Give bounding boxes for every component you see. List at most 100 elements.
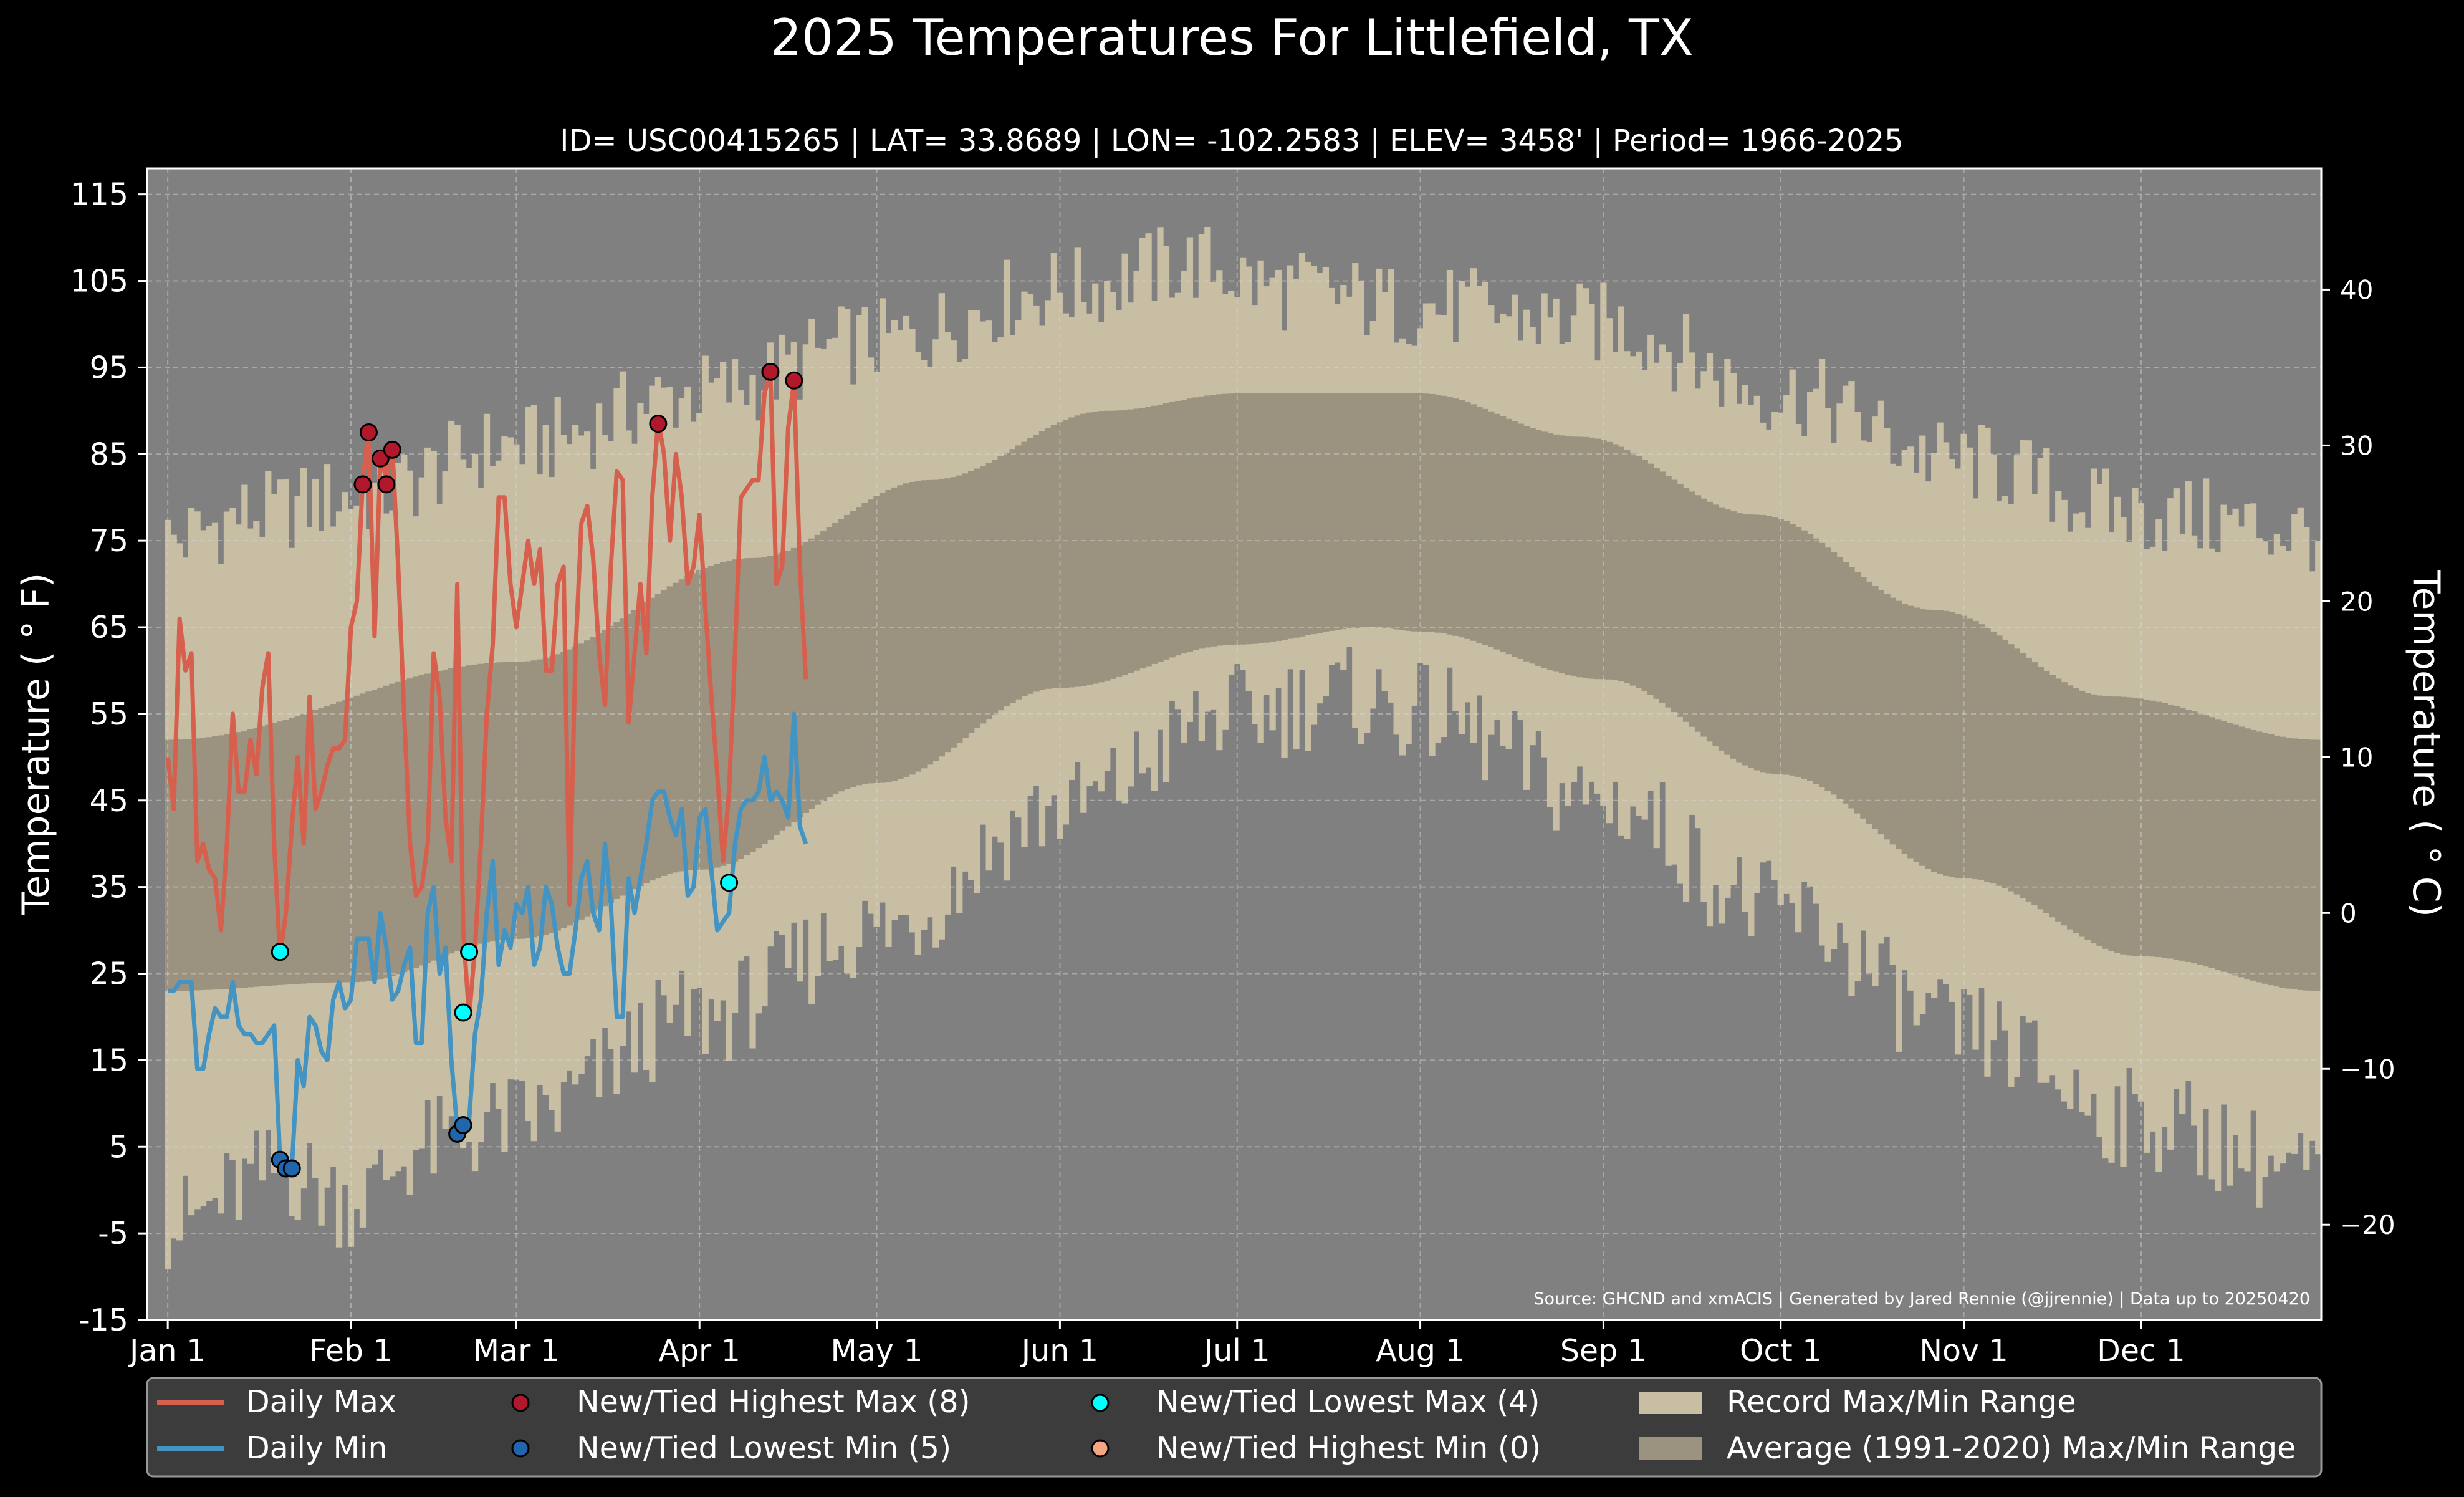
normal-range-bar	[1896, 600, 1902, 850]
normal-range-bar	[1252, 393, 1258, 644]
normal-range-bar	[1919, 609, 1926, 866]
legend-highest-min-swatch	[1091, 1439, 1110, 1458]
y-tick-label-left: 35	[90, 870, 128, 905]
normal-range-bar	[1369, 393, 1376, 628]
normal-range-bar	[2084, 693, 2091, 940]
normal-range-bar	[1376, 393, 1383, 628]
plot-frame	[146, 167, 2323, 1321]
normal-range-bar	[2126, 697, 2133, 956]
normal-range-bar	[1806, 534, 1814, 781]
normal-range-bar	[471, 664, 479, 946]
normal-range-bar	[1393, 393, 1400, 630]
normal-range-bar	[938, 479, 945, 757]
normal-range-bar	[1659, 471, 1666, 703]
normal-range-bar	[1760, 514, 1767, 773]
y-tick-label-left: 95	[90, 350, 128, 385]
normal-range-bar	[1553, 434, 1560, 672]
normal-range-bar	[855, 507, 863, 786]
normal-range-bar	[2090, 694, 2097, 944]
y-tick-label-left: 15	[90, 1042, 128, 1078]
normal-range-bar	[838, 519, 845, 792]
normal-range-bar	[247, 729, 254, 988]
normal-range-bar	[2220, 721, 2227, 972]
normal-range-bar	[182, 739, 189, 991]
normal-range-bar	[867, 499, 875, 784]
normal-range-bar	[2238, 726, 2245, 978]
y-tick-label-right: 40	[2340, 274, 2373, 305]
normal-range-bar	[649, 597, 656, 881]
normal-range-bar	[2096, 695, 2103, 946]
normal-range-bar	[625, 614, 632, 893]
normal-range-bar	[1346, 393, 1353, 629]
normal-range-bar	[1742, 514, 1749, 766]
normal-range-bar	[666, 586, 673, 874]
normal-range-bar	[1517, 423, 1524, 659]
normal-range-bar	[1570, 436, 1578, 676]
normal-range-bar	[1287, 393, 1294, 639]
normal-range-bar	[2179, 708, 2186, 961]
y-tick-label-left: 85	[90, 436, 128, 472]
normal-range-bar	[991, 459, 999, 715]
normal-range-bar	[2144, 700, 2150, 956]
normal-range-bar	[1671, 479, 1678, 713]
normal-range-bar	[2132, 698, 2139, 956]
normal-range-bar	[2214, 719, 2222, 970]
normal-range-bar	[1641, 460, 1648, 691]
normal-range-bar	[1198, 396, 1206, 649]
normal-range-bar	[1458, 400, 1465, 638]
chart-title: 2025 Temperatures For Littlefield, TX	[770, 9, 1693, 67]
normal-range-bar	[542, 658, 549, 935]
normal-range-bar	[2191, 711, 2198, 964]
normal-range-bar	[1818, 542, 1826, 787]
highest-max-point	[377, 475, 396, 494]
lowest-min-point	[454, 1116, 472, 1135]
normal-range-bar	[944, 478, 951, 753]
x-tick-label: Dec 1	[2097, 1333, 2185, 1369]
normal-range-bar	[1452, 398, 1459, 636]
normal-range-bar	[2256, 731, 2263, 983]
normal-range-bar	[165, 739, 171, 991]
normal-range-bar	[832, 522, 839, 794]
normal-range-bar	[1098, 411, 1105, 683]
normal-range-bar	[1990, 631, 1997, 884]
normal-range-bar	[1050, 425, 1058, 688]
normal-range-bar	[2285, 738, 2293, 989]
legend-lowest-min-swatch	[511, 1439, 530, 1458]
normal-range-bar	[1429, 394, 1436, 632]
normal-range-bar	[1334, 393, 1341, 630]
normal-range-bar	[2078, 690, 2086, 937]
normal-range-bar	[619, 618, 626, 896]
normal-range-bar	[495, 662, 502, 940]
normal-range-bar	[513, 662, 520, 939]
normal-range-bar	[413, 676, 419, 968]
normal-range-bar	[2315, 739, 2321, 991]
normal-range-bar	[1712, 504, 1719, 746]
normal-range-bar	[1706, 501, 1714, 742]
normal-range-bar	[1700, 498, 1707, 737]
x-tick-label: Jul 1	[1202, 1333, 1270, 1369]
normal-range-bar	[1777, 519, 1784, 775]
normal-range-bar	[1015, 445, 1022, 700]
normal-range-bar	[530, 660, 537, 938]
normal-range-bar	[844, 514, 851, 789]
normal-range-bar	[773, 554, 780, 835]
normal-range-bar	[1618, 446, 1624, 682]
normal-range-bar	[211, 736, 219, 990]
normal-range-bar	[277, 721, 284, 985]
normal-range-bar	[2226, 723, 2233, 974]
y-tick-label-right: −20	[2340, 1210, 2395, 1240]
y-axis-right: 40 30 20 10 0 −10 −20	[2321, 274, 2395, 1240]
normal-range-bar	[2067, 685, 2074, 930]
normal-range-bar	[1677, 483, 1684, 717]
normal-range-bar	[2013, 648, 2021, 895]
normal-range-bar	[643, 602, 650, 883]
normal-range-bar	[909, 481, 916, 775]
normal-range-bar	[1830, 552, 1838, 795]
y-tick-label-left: 55	[90, 696, 128, 732]
normal-range-bar	[974, 468, 980, 729]
x-tick-label: Apr 1	[658, 1333, 741, 1369]
y-tick-label-right: 30	[2340, 430, 2373, 461]
y-axis-right-label: Temperature ( ° C)	[2404, 570, 2448, 917]
normal-range-bar	[1629, 453, 1636, 686]
normal-range-bar	[850, 511, 856, 787]
